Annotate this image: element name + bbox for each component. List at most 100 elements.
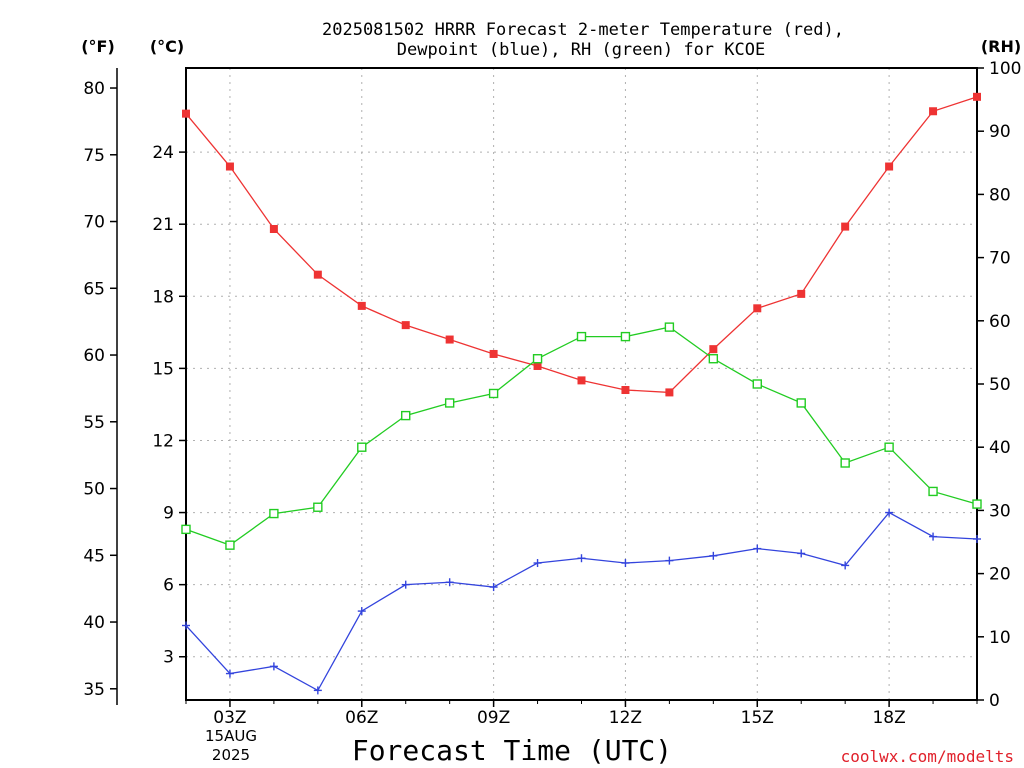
fahrenheit-tick-label: 50 xyxy=(83,480,105,500)
rh-tick-label: 60 xyxy=(989,312,1011,332)
rh-tick-label: 30 xyxy=(989,501,1011,521)
celsius-tick-label: 18 xyxy=(152,287,174,307)
credit-text: coolwx.com/modelts xyxy=(841,747,1014,766)
series-rh xyxy=(181,322,982,550)
celsius-tick-label: 12 xyxy=(152,431,174,451)
fahrenheit-tick-label: 45 xyxy=(83,546,105,566)
dewpoint-line xyxy=(185,511,978,692)
dewpoint-point xyxy=(973,534,981,543)
rh-tick-label: 0 xyxy=(989,691,1000,711)
rh-point xyxy=(620,331,631,342)
rh-point xyxy=(269,508,279,519)
dewpoint-point xyxy=(753,544,762,553)
celsius-unit-label: (°C) xyxy=(150,37,184,56)
rh-tick-label: 100 xyxy=(989,59,1021,79)
temperature-point xyxy=(797,289,806,298)
dewpoint-point xyxy=(445,578,454,587)
x-tick-label: 03Z xyxy=(213,708,246,728)
dewpoint-point xyxy=(269,662,278,671)
fahrenheit-unit-label: (°F) xyxy=(81,37,115,56)
x-tick-label: 15Z xyxy=(741,708,774,728)
plot-frame xyxy=(185,67,978,701)
temperature-point xyxy=(269,225,278,234)
x-tick-label: 12Z xyxy=(609,708,642,728)
temperature-line xyxy=(185,96,978,394)
dewpoint-point xyxy=(577,554,586,563)
temperature-point xyxy=(621,386,630,395)
dewpoint-point xyxy=(841,561,850,570)
dewpoint-point xyxy=(401,580,410,589)
dewpoint-point xyxy=(225,669,234,678)
rh-tick-label: 20 xyxy=(989,565,1011,585)
rh-tick-label: 40 xyxy=(989,438,1011,458)
chart-title-line-2: Dewpoint (blue), RH (green) for KCOE xyxy=(397,40,765,60)
temperature-point xyxy=(973,92,981,101)
dewpoint-point xyxy=(182,621,190,630)
temperature-point xyxy=(841,222,850,231)
rh-point xyxy=(708,354,719,364)
temperature-point xyxy=(313,270,322,279)
dewpoint-point xyxy=(489,583,498,592)
rh-point xyxy=(972,499,982,509)
celsius-tick-label: 15 xyxy=(152,359,174,379)
rh-point xyxy=(357,442,367,452)
chart-title-line-1: 2025081502 HRRR Forecast 2-meter Tempera… xyxy=(322,20,844,40)
dewpoint-point xyxy=(709,551,718,560)
rh-tick-label: 10 xyxy=(989,628,1011,648)
rh-unit-label: (RH) xyxy=(981,37,1021,56)
series-dewpoint xyxy=(182,508,981,695)
fahrenheit-tick-label: 65 xyxy=(83,279,105,299)
rh-point xyxy=(576,331,587,342)
rh-tick-label: 90 xyxy=(989,122,1011,142)
temperature-point xyxy=(182,109,190,118)
rh-point xyxy=(752,379,762,389)
temperature-point xyxy=(445,335,454,344)
fahrenheit-tick-label: 75 xyxy=(83,146,105,166)
temperature-point xyxy=(929,107,938,116)
fahrenheit-tick-label: 55 xyxy=(83,413,105,433)
dewpoint-point xyxy=(929,532,938,541)
fahrenheit-tick-label: 40 xyxy=(83,613,105,633)
rh-point xyxy=(181,524,191,535)
temperature-point xyxy=(709,345,718,354)
series-temperature xyxy=(182,92,981,397)
axes: 03Z 06Z 09Z 12Z 15Z 18Z 3 6 9 12 15 18 21 24 35 40 45 50 5… xyxy=(83,59,1021,728)
fahrenheit-tick-label: 60 xyxy=(83,346,105,366)
dewpoint-point xyxy=(357,607,366,616)
dewpoint-point xyxy=(621,559,630,568)
dewpoint-point xyxy=(313,686,322,695)
x-tick-label: 18Z xyxy=(872,708,905,728)
rh-point xyxy=(532,354,543,364)
celsius-tick-label: 21 xyxy=(152,215,174,235)
date-label-year: 2025 xyxy=(212,746,250,764)
temperature-point xyxy=(577,376,586,385)
fahrenheit-tick-label: 35 xyxy=(83,680,105,700)
x-tick-label: 09Z xyxy=(477,708,510,728)
rh-point xyxy=(664,322,675,332)
temperature-point xyxy=(401,321,410,330)
fahrenheit-tick-label: 70 xyxy=(83,213,105,233)
dewpoint-point xyxy=(797,549,806,558)
rh-point xyxy=(796,398,806,408)
temperature-point xyxy=(665,388,674,397)
celsius-tick-label: 3 xyxy=(163,648,174,668)
fahrenheit-tick-label: 80 xyxy=(83,79,105,99)
rh-point xyxy=(488,388,499,399)
dewpoint-point xyxy=(533,559,542,568)
temperature-point xyxy=(753,304,762,313)
rh-point xyxy=(401,410,411,421)
series-layer xyxy=(181,92,982,695)
rh-point xyxy=(444,398,455,408)
rh-tick-label: 80 xyxy=(989,185,1011,205)
x-tick-label: 06Z xyxy=(345,708,378,728)
dewpoint-point xyxy=(885,508,894,517)
celsius-tick-label: 6 xyxy=(163,576,174,596)
rh-tick-label: 70 xyxy=(989,249,1011,269)
celsius-tick-label: 24 xyxy=(152,143,174,163)
date-label-day: 15AUG xyxy=(205,727,257,745)
rh-point xyxy=(884,442,894,452)
dewpoint-point xyxy=(665,556,674,565)
rh-point xyxy=(840,458,850,468)
temperature-point xyxy=(225,162,234,171)
